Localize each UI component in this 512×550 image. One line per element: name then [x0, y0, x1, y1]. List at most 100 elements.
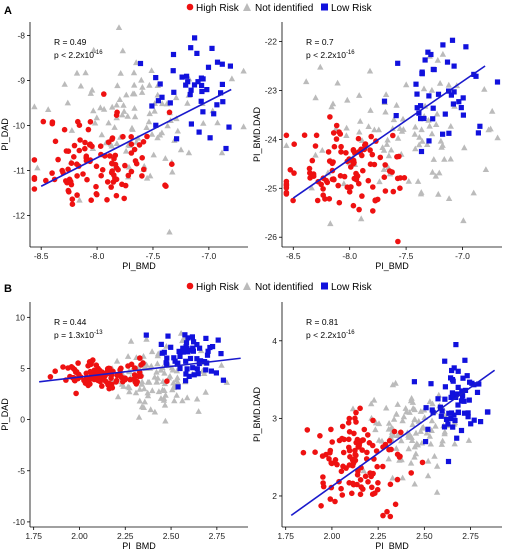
data-point-high-risk: [132, 158, 139, 164]
data-point-low-risk: [198, 98, 204, 104]
data-point-high-risk: [368, 473, 375, 480]
data-point-high-risk: [345, 420, 352, 426]
data-point-low-risk: [411, 379, 417, 385]
data-point-high-risk: [119, 181, 125, 188]
data-point-low-risk: [191, 372, 197, 378]
data-point-not-identified: [427, 440, 434, 447]
data-point-high-risk: [386, 438, 393, 444]
stat-p-value-exponent: -16: [346, 330, 355, 336]
data-point-high-risk: [362, 141, 369, 147]
data-point-low-risk: [195, 371, 201, 377]
data-point-low-risk: [196, 129, 202, 135]
data-point-not-identified: [100, 105, 108, 112]
data-point-not-identified: [193, 395, 201, 402]
data-point-low-risk: [448, 416, 454, 422]
data-point-not-identified: [171, 397, 178, 404]
data-point-not-identified: [407, 459, 415, 466]
data-point-not-identified: [161, 387, 168, 393]
data-point-low-risk: [203, 367, 209, 373]
data-point-not-identified: [411, 416, 419, 423]
data-point-low-risk: [414, 105, 420, 111]
data-point-not-identified: [385, 152, 393, 159]
data-point-high-risk: [349, 490, 355, 497]
data-point-low-risk: [179, 74, 185, 80]
data-point-high-risk: [350, 160, 357, 167]
data-point-high-risk: [419, 459, 426, 466]
stat-p-value-exponent: -16: [94, 50, 103, 56]
data-point-high-risk: [370, 417, 376, 424]
data-point-high-risk: [128, 141, 135, 147]
x-tick-label: 2.00: [71, 531, 88, 541]
data-point-high-risk: [374, 463, 381, 470]
data-point-not-identified: [184, 394, 191, 401]
data-point-low-risk: [428, 51, 434, 58]
data-point-low-risk: [204, 352, 211, 358]
data-point-low-risk: [194, 342, 200, 348]
data-point-high-risk: [386, 446, 392, 453]
data-point-low-risk: [425, 49, 431, 55]
data-point-high-risk: [49, 120, 56, 127]
data-point-not-identified: [200, 120, 207, 126]
data-point-high-risk: [73, 390, 79, 397]
data-point-not-identified: [465, 437, 473, 443]
panel-label-a: A: [4, 5, 12, 17]
data-point-low-risk: [180, 345, 186, 351]
data-point-high-risk: [338, 149, 344, 155]
data-point-not-identified: [143, 124, 150, 130]
data-point-not-identified: [124, 112, 131, 119]
data-point-high-risk: [332, 457, 339, 463]
data-point-not-identified: [343, 132, 350, 138]
x-tick-label: 2.25: [370, 531, 387, 541]
data-point-low-risk: [184, 345, 190, 352]
data-point-not-identified: [438, 143, 445, 150]
legend-low-risk-label: Low Risk: [331, 3, 373, 14]
x-tick-label: -8.0: [342, 251, 357, 261]
data-point-high-risk: [380, 463, 386, 470]
data-point-low-risk: [423, 439, 429, 445]
data-point-not-identified: [228, 75, 236, 82]
data-point-not-identified: [114, 393, 122, 400]
data-point-not-identified: [154, 91, 161, 98]
data-point-high-risk: [391, 428, 398, 435]
data-point-high-risk: [84, 176, 90, 183]
data-point-not-identified: [399, 417, 406, 424]
data-point-not-identified: [148, 131, 156, 137]
data-point-not-identified: [447, 123, 454, 129]
data-point-high-risk: [370, 184, 376, 190]
regression-line: [292, 65, 486, 199]
data-point-not-identified: [88, 86, 96, 93]
data-point-not-identified: [144, 378, 152, 385]
data-point-not-identified: [436, 80, 444, 86]
data-point-not-identified: [394, 134, 402, 141]
stat-p-value: p < 2.2x10-16: [54, 50, 103, 60]
stat-p-value-exponent: -13: [94, 330, 103, 336]
data-point-high-risk: [369, 442, 376, 449]
data-point-not-identified: [138, 381, 145, 387]
data-point-high-risk: [325, 149, 332, 155]
data-point-low-risk: [185, 335, 191, 341]
data-point-high-risk: [144, 133, 150, 140]
data-point-low-risk: [442, 358, 448, 364]
data-point-not-identified: [394, 401, 401, 407]
data-point-low-risk: [461, 410, 468, 416]
data-point-low-risk: [422, 57, 428, 63]
data-point-low-risk: [177, 365, 183, 372]
data-point-high-risk: [71, 154, 77, 160]
data-point-not-identified: [120, 383, 127, 389]
data-point-not-identified: [418, 189, 425, 195]
x-tick-label: 2.00: [324, 531, 341, 541]
data-point-low-risk: [218, 90, 224, 96]
data-point-high-risk: [76, 122, 83, 128]
data-point-low-risk: [442, 111, 448, 117]
data-point-high-risk: [351, 430, 357, 437]
data-point-not-identified: [403, 81, 410, 88]
data-point-high-risk: [83, 153, 90, 159]
data-point-not-identified: [145, 118, 153, 125]
data-point-low-risk: [202, 359, 208, 365]
data-point-low-risk: [197, 345, 203, 351]
data-point-high-risk: [377, 154, 384, 161]
legend-low-risk-label: Low Risk: [331, 282, 373, 293]
data-point-high-risk: [128, 361, 135, 368]
data-point-high-risk: [360, 167, 366, 174]
data-point-high-risk: [132, 365, 138, 371]
